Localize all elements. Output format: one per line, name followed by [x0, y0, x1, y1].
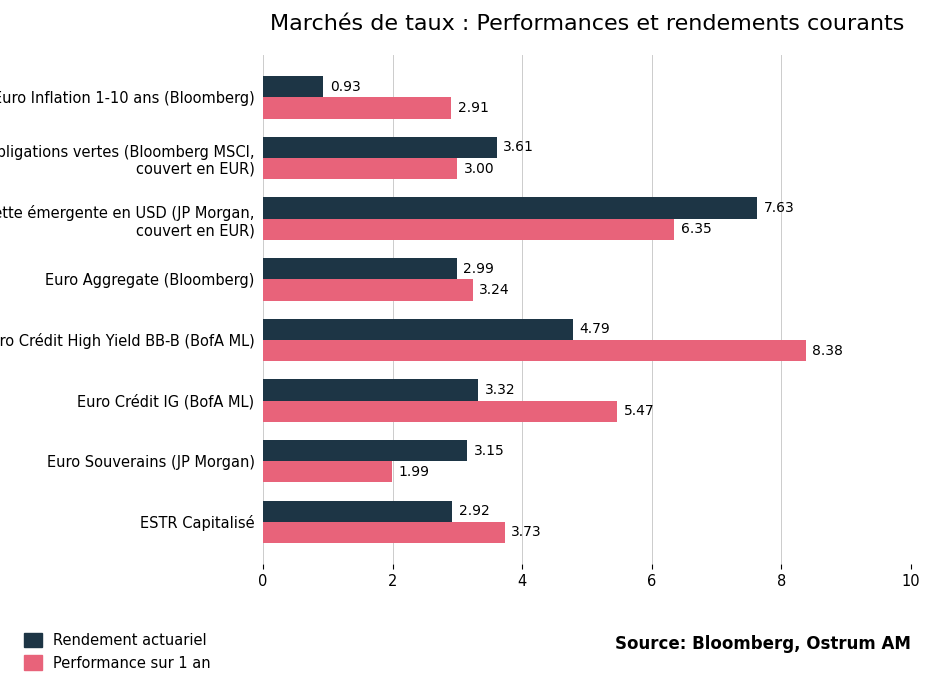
- Text: 4.79: 4.79: [579, 322, 610, 336]
- Bar: [263, 400, 617, 422]
- Legend: Rendement actuariel, Performance sur 1 an: Rendement actuariel, Performance sur 1 a…: [24, 632, 210, 671]
- Bar: [263, 76, 323, 98]
- Bar: [263, 461, 392, 482]
- Bar: [263, 137, 497, 158]
- Text: 3.00: 3.00: [464, 162, 495, 175]
- Text: 7.63: 7.63: [763, 201, 794, 215]
- Text: 3.15: 3.15: [473, 444, 504, 458]
- Text: 5.47: 5.47: [623, 404, 654, 418]
- Bar: [263, 340, 806, 361]
- Bar: [263, 98, 452, 118]
- Bar: [263, 219, 674, 240]
- Text: 3.73: 3.73: [511, 526, 542, 539]
- Bar: [263, 158, 457, 180]
- Bar: [263, 279, 473, 301]
- Bar: [263, 379, 478, 400]
- Text: 3.24: 3.24: [479, 283, 510, 297]
- Text: 8.38: 8.38: [812, 343, 843, 358]
- Text: Source: Bloomberg, Ostrum AM: Source: Bloomberg, Ostrum AM: [615, 636, 911, 654]
- Text: 2.92: 2.92: [458, 504, 489, 518]
- Text: 6.35: 6.35: [681, 222, 712, 236]
- Text: 3.61: 3.61: [503, 140, 534, 155]
- Text: 0.93: 0.93: [330, 80, 361, 94]
- Bar: [263, 500, 452, 522]
- Bar: [263, 197, 757, 219]
- Bar: [263, 319, 574, 340]
- Text: 3.32: 3.32: [485, 383, 516, 397]
- Bar: [263, 522, 504, 543]
- Text: 1.99: 1.99: [398, 464, 429, 479]
- Text: 2.99: 2.99: [463, 261, 494, 276]
- Title: Marchés de taux : Performances et rendements courants: Marchés de taux : Performances et rendem…: [269, 14, 904, 34]
- Text: 2.91: 2.91: [458, 101, 489, 115]
- Bar: [263, 258, 456, 279]
- Bar: [263, 440, 467, 461]
